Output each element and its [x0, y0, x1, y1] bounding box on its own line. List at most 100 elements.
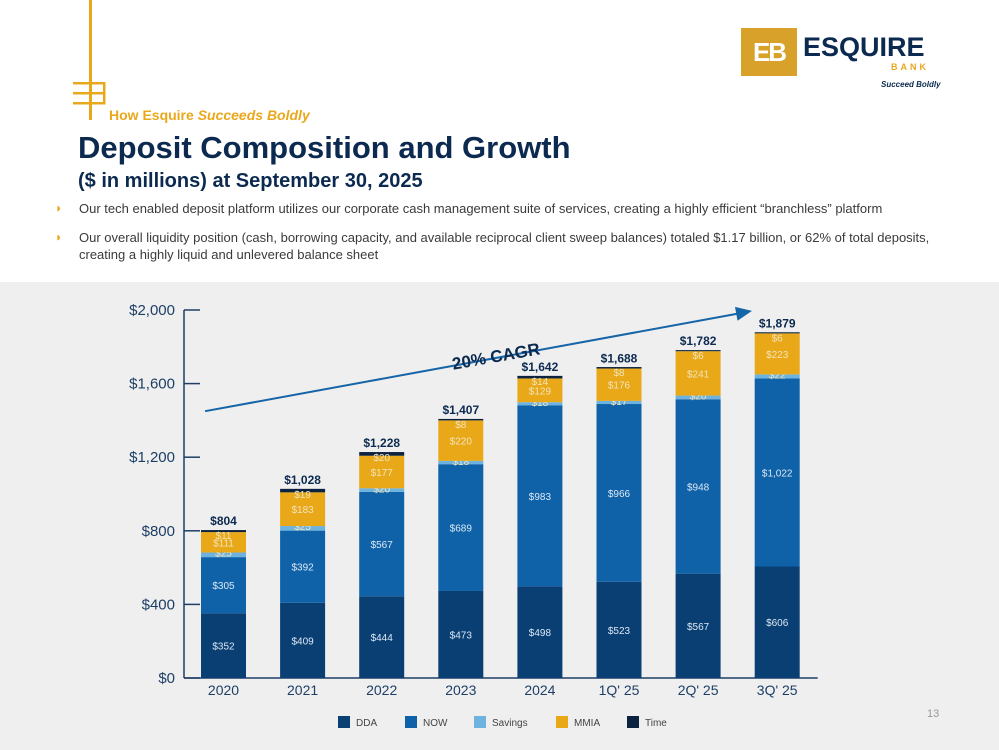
y-tick-label: $400	[142, 596, 175, 613]
segment-label: $6	[693, 351, 705, 362]
segment-label: $20	[373, 484, 390, 495]
bar-segment-now	[438, 464, 484, 591]
bar-segment-savings	[280, 526, 326, 531]
logo-tagline: Succeed Boldly	[881, 80, 941, 89]
x-tick-label: 3Q' 25	[757, 682, 798, 698]
segment-label: $111	[213, 538, 234, 549]
logo-name: ESQUIRE	[803, 32, 925, 62]
segment-label: $352	[212, 642, 235, 653]
segment-label: $8	[613, 368, 625, 379]
segment-label: $11	[216, 531, 232, 542]
esquire-logo: EB ESQUIRE BANK Succeed Boldly	[741, 28, 941, 92]
bar-segment-now	[754, 378, 800, 567]
bar-segment-savings	[754, 374, 800, 379]
bar-segment-savings	[675, 395, 721, 400]
segment-label: $20	[373, 453, 390, 464]
bar-segment-time	[596, 367, 642, 369]
bar-segment-time	[438, 418, 484, 421]
eb-monogram-icon	[73, 82, 106, 105]
segment-label: $25	[294, 522, 311, 533]
x-tick-label: 2022	[366, 682, 397, 698]
bar-segment-dda	[517, 586, 563, 678]
legend-swatch-mmia	[556, 716, 568, 728]
page-number: 13	[927, 708, 940, 720]
segment-label: $18	[452, 457, 469, 468]
y-tick-label: $0	[158, 670, 175, 687]
kicker-part2: Succeeds Boldly	[197, 107, 310, 123]
chart-background	[0, 282, 999, 750]
bar-segment-mmia	[201, 532, 246, 553]
bullet-item: ◗ Our tech enabled deposit platform utili…	[55, 200, 955, 217]
bar-segment-savings	[201, 552, 246, 558]
bar-segment-mmia	[754, 333, 800, 375]
bullet-item: ◗ Our overall liquidity position (cash, b…	[55, 229, 955, 263]
bar-segment-savings	[596, 400, 642, 405]
legend-swatch-dda	[338, 716, 350, 728]
segment-label: $567	[687, 622, 710, 633]
segment-label: $966	[608, 489, 631, 500]
bar-segment-savings	[438, 460, 484, 465]
x-tick-label: 2Q' 25	[678, 682, 719, 698]
legend-label: Time	[645, 718, 667, 729]
segment-label: $498	[529, 628, 552, 639]
bar-segment-mmia	[675, 351, 721, 396]
y-tick-label: $1,600	[129, 376, 175, 393]
segment-label: $223	[766, 350, 789, 361]
bar-segment-now	[359, 491, 405, 597]
bar-segment-dda	[754, 566, 800, 678]
legend-label: Savings	[492, 718, 528, 729]
x-tick-label: 1Q' 25	[599, 682, 640, 698]
bar-segment-time	[675, 350, 721, 352]
bar-segment-dda	[359, 596, 405, 678]
legend-swatch-savings	[474, 716, 486, 728]
bar-segment-time	[359, 452, 405, 456]
bullet-text: Our tech enabled deposit platform utiliz…	[79, 201, 883, 216]
bar-segment-time	[201, 530, 246, 533]
segment-label: $523	[608, 626, 631, 637]
bullet-marker-icon: ◗	[55, 201, 63, 215]
bar-segment-time	[754, 332, 800, 334]
segment-label: $129	[529, 386, 552, 397]
section-kicker: How Esquire Succeeds Boldly	[109, 107, 310, 123]
segment-label: $177	[371, 468, 394, 479]
segment-label: $8	[455, 420, 467, 431]
segment-label: $473	[450, 630, 473, 641]
x-tick-label: 2023	[445, 682, 476, 698]
bullet-list: ◗ Our tech enabled deposit platform utili…	[55, 200, 955, 275]
x-tick-label: 2024	[524, 682, 555, 698]
logo-mark: EB	[741, 28, 797, 76]
deposit-composition-chart: $0$400$800$1,200$1,600$2,000$352$305$25$…	[129, 302, 818, 729]
y-tick-label: $1,200	[129, 449, 175, 466]
bar-segment-now	[517, 405, 563, 587]
bar-segment-dda	[280, 602, 326, 678]
segment-label: $20	[690, 392, 707, 403]
page-subtitle: ($ in millions) at September 30, 2025	[78, 170, 423, 192]
y-tick-label: $2,000	[129, 302, 175, 319]
bar-segment-now	[201, 557, 246, 614]
legend-label: NOW	[423, 718, 448, 729]
segment-label: $18	[532, 398, 549, 409]
bullet-text: Our overall liquidity position (cash, bo…	[79, 230, 930, 262]
bar-segment-now	[675, 399, 721, 574]
bar-segment-dda	[675, 573, 721, 678]
segment-label: $22	[769, 370, 786, 381]
segment-label: $567	[371, 540, 394, 551]
bar-segment-mmia	[596, 368, 642, 401]
legend-label: MMIA	[574, 718, 600, 729]
segment-label: $176	[608, 381, 631, 392]
bar-total-label: $1,228	[363, 436, 400, 450]
accent-vertical-line	[89, 0, 92, 120]
trend-arrowhead-icon	[735, 306, 752, 321]
segment-label: $409	[291, 636, 314, 647]
segment-label: $392	[291, 563, 314, 574]
bar-segment-time	[517, 375, 563, 379]
bar-segment-dda	[596, 581, 642, 678]
bar-segment-savings	[359, 488, 405, 492]
bar-segment-mmia	[517, 378, 563, 403]
bar-total-label: $804	[210, 514, 237, 528]
bar-segment-now	[596, 404, 642, 582]
bar-segment-savings	[517, 402, 563, 406]
bar-segment-time	[280, 488, 326, 493]
bar-total-label: $1,688	[601, 351, 638, 365]
segment-label: $220	[450, 437, 473, 448]
